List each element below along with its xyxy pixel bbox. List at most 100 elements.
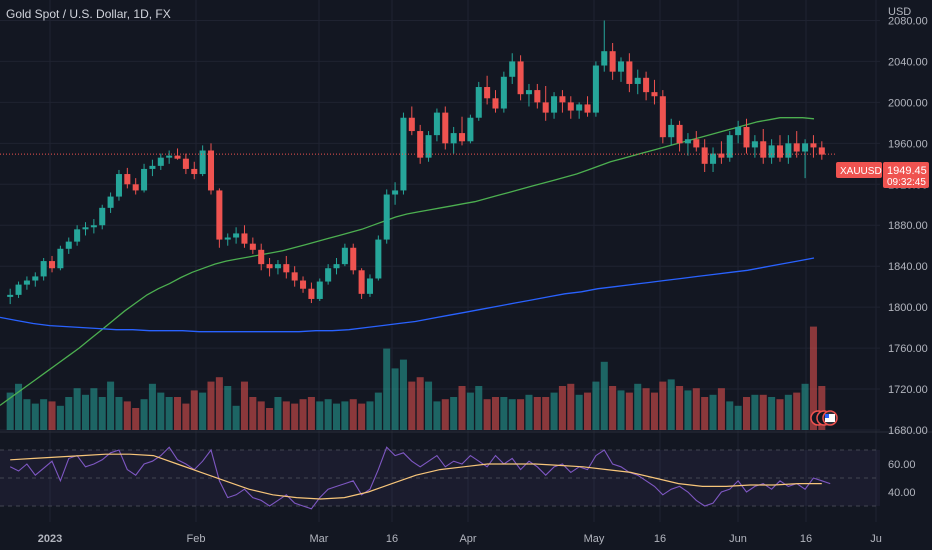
candle[interactable] [785,135,792,164]
candle[interactable] [484,75,491,105]
candle[interactable] [383,189,390,244]
candle[interactable] [249,237,256,254]
candle[interactable] [207,143,215,195]
candle[interactable] [191,161,198,180]
candle[interactable] [308,282,315,304]
candle[interactable] [467,114,474,144]
candles[interactable] [7,20,825,305]
candle[interactable] [107,192,114,213]
candle[interactable] [417,124,424,164]
candle[interactable] [408,106,415,136]
candle[interactable] [760,129,767,164]
candle[interactable] [433,108,440,142]
candle[interactable] [366,274,373,297]
price-axis[interactable]: USD 2080.002040.002000.001960.001920.001… [888,6,928,437]
candle[interactable] [726,131,733,162]
candle[interactable] [132,178,139,195]
candle[interactable] [676,120,683,152]
candle[interactable] [659,90,666,144]
candle[interactable] [718,141,725,164]
candle[interactable] [65,237,72,254]
candle[interactable] [258,243,265,271]
candle[interactable] [710,147,717,172]
candle[interactable] [768,139,775,164]
candle[interactable] [743,118,750,154]
candle[interactable] [7,288,14,305]
candle[interactable] [668,118,675,146]
candle[interactable] [241,225,248,248]
candle[interactable] [802,139,809,179]
candle[interactable] [584,96,591,117]
candle[interactable] [166,150,173,164]
candle[interactable] [141,163,148,193]
candle[interactable] [182,153,189,175]
candle[interactable] [542,86,549,121]
candle[interactable] [534,83,541,109]
candle[interactable] [82,222,89,236]
candle[interactable] [735,120,742,144]
candle[interactable] [459,116,466,146]
event-flags[interactable] [810,410,838,426]
candle[interactable] [115,169,122,201]
candle[interactable] [341,243,348,267]
candle[interactable] [609,43,616,80]
candle[interactable] [525,83,532,107]
candle[interactable] [74,225,81,246]
candle[interactable] [559,90,566,113]
candle[interactable] [283,255,290,279]
candle[interactable] [375,235,382,281]
candle[interactable] [57,245,64,271]
candle[interactable] [49,255,56,273]
candle[interactable] [40,258,47,281]
candle[interactable] [216,188,223,248]
candle[interactable] [684,133,691,156]
candle[interactable] [274,260,281,275]
candle[interactable] [15,281,22,298]
candle[interactable] [325,264,332,285]
candle[interactable] [157,153,164,170]
candle[interactable] [576,102,583,119]
candle[interactable] [199,145,206,177]
candle[interactable] [651,79,658,105]
candle[interactable] [23,276,30,290]
time-axis[interactable]: 2023 Feb Mar 16 Apr May 16 Jun 16 Ju [38,533,882,545]
candle[interactable] [818,141,825,160]
candle[interactable] [617,57,625,82]
candle[interactable] [567,96,574,119]
candle[interactable] [266,258,273,277]
candle[interactable] [701,139,708,172]
candle[interactable] [425,131,432,162]
candle[interactable] [634,69,641,95]
candle[interactable] [124,167,131,189]
candle[interactable] [350,243,357,275]
candle[interactable] [291,266,298,287]
candle[interactable] [643,71,650,101]
candle[interactable] [442,106,449,150]
candle[interactable] [626,53,633,93]
candle[interactable] [392,182,399,205]
candle[interactable] [400,112,407,195]
candle[interactable] [793,131,800,158]
candle[interactable] [475,81,482,121]
candle[interactable] [358,268,365,299]
candle[interactable] [517,55,524,101]
candle[interactable] [224,233,231,246]
candle[interactable] [751,135,758,158]
candle[interactable] [500,71,507,113]
candle[interactable] [300,276,307,293]
candle[interactable] [592,61,599,117]
candle[interactable] [316,278,323,301]
candle[interactable] [99,204,106,230]
candle[interactable] [509,53,516,84]
candle[interactable] [32,272,39,287]
candle[interactable] [90,219,97,234]
candle[interactable] [450,126,457,154]
rsi-pane[interactable]: 60.00 40.00 [0,431,932,510]
candle[interactable] [333,258,340,275]
candle[interactable] [776,135,783,162]
candle[interactable] [149,159,156,177]
candle[interactable] [551,92,558,119]
candle[interactable] [492,90,499,113]
